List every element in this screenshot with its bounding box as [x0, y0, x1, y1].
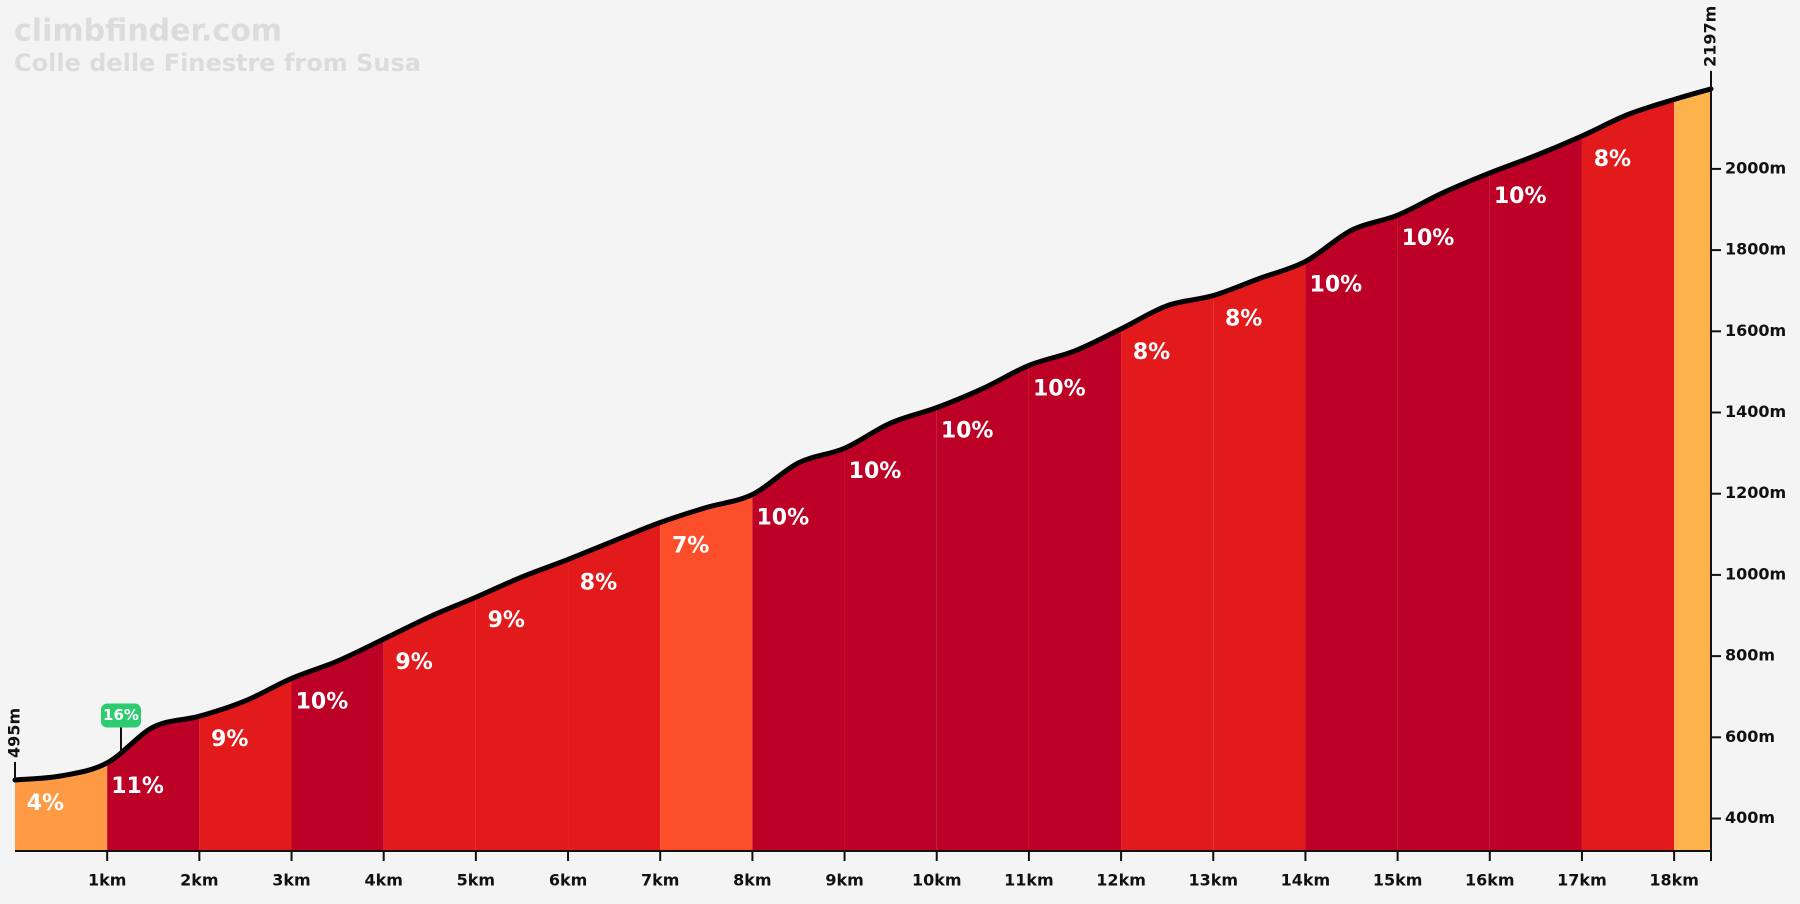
x-tick-label: 6km — [549, 871, 587, 890]
segment — [383, 88, 476, 851]
segment — [475, 88, 569, 851]
y-tick-label: 1600m — [1725, 321, 1786, 340]
segment — [199, 88, 292, 851]
segment — [291, 88, 384, 851]
peak-badge — [101, 703, 141, 728]
segment — [1581, 88, 1675, 851]
y-tick-label: 800m — [1725, 646, 1775, 665]
gradient-label: 10% — [756, 506, 809, 531]
x-tick-label: 9km — [825, 871, 863, 890]
x-tick-label: 7km — [641, 871, 679, 890]
gradient-label: 8% — [1594, 147, 1631, 172]
gradient-label: 11% — [111, 774, 164, 799]
annotation-label: 2197m — [1701, 6, 1720, 67]
segment — [660, 88, 753, 851]
x-tick-label: 13km — [1188, 871, 1238, 890]
x-tick-label: 11km — [1004, 871, 1054, 890]
gradient-label: 9% — [395, 650, 432, 675]
gradient-label: 4% — [27, 791, 64, 816]
segment — [1305, 88, 1398, 851]
x-tick-label: 16km — [1465, 871, 1515, 890]
segment — [1121, 88, 1214, 851]
segment — [1213, 88, 1306, 851]
gradient-label: 9% — [211, 727, 248, 752]
segment — [1397, 88, 1490, 851]
segment — [1028, 88, 1122, 851]
gradient-label: 10% — [941, 419, 994, 444]
x-tick-label: 5km — [457, 871, 495, 890]
peak-label: 16% — [103, 706, 139, 724]
profile-line — [12, 86, 1714, 783]
y-tick-label: 1400m — [1725, 402, 1786, 421]
y-tick-label: 2000m — [1725, 158, 1786, 177]
gradient-label: 10% — [1402, 226, 1455, 251]
gradient-label: 8% — [580, 570, 617, 595]
x-tick-label: 1km — [88, 871, 126, 890]
gradient-label: 10% — [1033, 376, 1086, 401]
y-tick-label: 1200m — [1725, 483, 1786, 502]
segments — [15, 88, 1711, 851]
x-tick-label: 3km — [272, 871, 310, 890]
segment — [1489, 88, 1582, 851]
gradient-label: 9% — [488, 608, 525, 633]
segment — [1674, 88, 1711, 851]
gradient-label: 10% — [296, 689, 349, 714]
gradient-label: 10% — [1494, 184, 1547, 209]
x-tick-label: 14km — [1281, 871, 1331, 890]
x-tick-label: 10km — [912, 871, 962, 890]
x-tick-label: 18km — [1649, 871, 1699, 890]
gradient-label: 10% — [849, 459, 902, 484]
chart-subtitle: Colle delle Finestre from Susa — [14, 49, 421, 77]
x-tick-label: 15km — [1373, 871, 1423, 890]
x-tick-label: 4km — [364, 871, 402, 890]
chart-title: climbfinder.com — [14, 14, 282, 49]
gradient-label: 8% — [1225, 307, 1262, 332]
gradient-label: 8% — [1133, 340, 1170, 365]
y-tick-label: 1800m — [1725, 240, 1786, 259]
y-tick-label: 1000m — [1725, 564, 1786, 583]
x-tick-label: 17km — [1557, 871, 1607, 890]
segment — [752, 88, 845, 851]
annotation-label: 495m — [5, 708, 24, 758]
y-tick-label: 400m — [1725, 808, 1775, 827]
y-tick-label: 600m — [1725, 727, 1775, 746]
gradient-label: 10% — [1310, 272, 1363, 297]
segment — [568, 88, 661, 851]
gradient-label: 7% — [672, 534, 709, 559]
x-tick-label: 8km — [733, 871, 771, 890]
x-tick-label: 12km — [1096, 871, 1146, 890]
segment — [15, 88, 108, 851]
x-tick-label: 2km — [180, 871, 218, 890]
